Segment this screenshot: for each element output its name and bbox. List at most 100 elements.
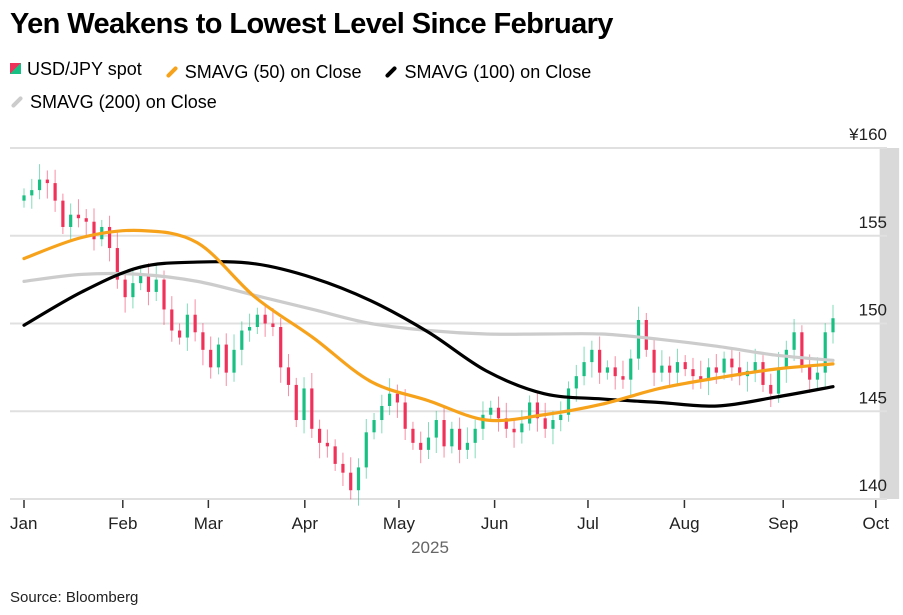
candle-body (224, 344, 228, 373)
candle-body (177, 330, 182, 338)
candle-body (372, 420, 376, 433)
candle-body (53, 183, 57, 201)
candle-body (325, 442, 329, 447)
candle-body (644, 319, 648, 350)
candle-body (37, 179, 42, 191)
x-tick-label: Feb (108, 514, 137, 533)
candle-body (216, 344, 221, 368)
candle-body (815, 372, 820, 380)
candle-icon (10, 63, 21, 74)
legend: USD/JPY spot SMAVG (50) on Close SMAVG (… (10, 55, 730, 115)
candle-body (551, 420, 555, 429)
x-tick-label: Aug (669, 514, 699, 533)
candle-body (349, 472, 353, 491)
candle-body (730, 358, 734, 368)
candle-body (714, 367, 718, 373)
x-tick-label: Oct (863, 514, 890, 533)
candle-body (185, 314, 189, 338)
candle-body (808, 365, 812, 380)
candle-body (504, 418, 508, 429)
candle-body (22, 195, 26, 201)
legend-item-sma100: SMAVG (100) on Close (384, 59, 591, 85)
candle-body (831, 318, 835, 333)
y-tick-label: 150 (859, 301, 887, 320)
candle-body (61, 200, 65, 227)
legend-item-sma50: SMAVG (50) on Close (165, 59, 361, 85)
candle-body (162, 279, 166, 310)
candle-body (131, 283, 135, 298)
candle-body (403, 402, 407, 429)
candle-body (722, 358, 726, 373)
x-tick-label: Jul (577, 514, 599, 533)
candle-body (209, 349, 213, 368)
candle-body (107, 226, 112, 249)
candle-body (115, 248, 119, 280)
x-tick-label: Mar (194, 514, 224, 533)
candle-body (240, 330, 244, 350)
candle-body (776, 367, 781, 394)
candle-body (426, 437, 431, 450)
candle-body (170, 309, 174, 331)
candle-body (660, 365, 664, 373)
x-tick-label: Apr (292, 514, 319, 533)
candle-body (341, 463, 345, 473)
candle-body (598, 349, 602, 373)
candle-body (247, 327, 252, 331)
candle-body (520, 423, 524, 433)
candle-body (154, 279, 158, 292)
candle-body (411, 428, 415, 443)
legend-label: SMAVG (200) on Close (30, 92, 217, 112)
candle-body (489, 407, 493, 415)
candle-body (481, 414, 485, 429)
candle-body (512, 428, 516, 433)
candle-body (652, 349, 656, 373)
candle-body (636, 319, 641, 359)
candle-body (76, 214, 81, 219)
candle-body (395, 393, 399, 403)
candle-body (364, 432, 368, 468)
candle-body (574, 376, 578, 389)
candle-body (473, 428, 477, 443)
candle-body (458, 428, 462, 450)
candle-body (543, 418, 547, 429)
legend-item-spot: USD/JPY spot (10, 56, 142, 82)
chart-title: Yen Weakens to Lowest Level Since Februa… (10, 8, 613, 40)
candle-body (271, 323, 275, 328)
candle-body (753, 362, 757, 371)
x-tick-label: Jun (481, 514, 508, 533)
candle-body (823, 332, 827, 373)
candle-body (800, 332, 804, 366)
candle-body (317, 428, 322, 443)
candle-body (302, 388, 306, 421)
candle-body (792, 332, 796, 350)
y-tick-label: 140 (859, 476, 887, 495)
candle-body (286, 367, 291, 385)
candle-body (139, 274, 143, 284)
candle-body (442, 420, 446, 447)
candle-body (683, 362, 687, 370)
candle-body (263, 314, 267, 324)
candle-body (232, 349, 236, 373)
candle-body (761, 362, 765, 385)
candle-body (590, 349, 594, 363)
candle-body (146, 274, 151, 292)
candle-body (675, 362, 680, 373)
source-note: Source: Bloomberg (10, 589, 139, 606)
candle-body (699, 376, 703, 380)
candle-body (465, 442, 469, 450)
sma200-line (22, 271, 835, 362)
y-tick-label: 155 (859, 213, 887, 232)
x-tick-label: Sep (768, 514, 798, 533)
y-tick-label: ¥160 (848, 125, 887, 144)
y-tick-label: 145 (859, 388, 887, 407)
candle-body (738, 367, 742, 377)
candle-body (706, 367, 711, 380)
candle-body (380, 405, 384, 421)
candle-body (582, 362, 586, 377)
legend-label: USD/JPY spot (27, 58, 142, 79)
candle-body (356, 467, 361, 491)
candle-body (566, 388, 571, 415)
candle-body (528, 402, 532, 424)
year-label: 2025 (411, 538, 449, 557)
